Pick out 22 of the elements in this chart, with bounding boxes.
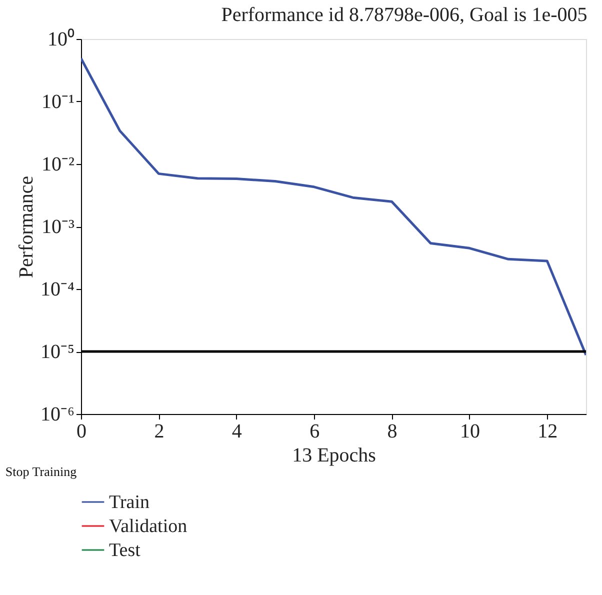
y-tick-label: 10⁻¹ [42, 91, 74, 113]
y-tick-label: 10⁻⁵ [40, 341, 74, 363]
line-series [81, 57, 586, 356]
x-tick-label: 8 [387, 420, 398, 442]
x-tick-label: 2 [154, 420, 164, 442]
x-tick-label: 12 [538, 420, 558, 442]
text: Stop Training [5, 464, 78, 479]
y-axis-title: Performance [16, 176, 38, 278]
y-tick-label: 10⁻⁶ [40, 404, 75, 426]
y-tick-label: 10⁻³ [42, 216, 74, 238]
y-tick-label: 10⁻⁴ [40, 278, 75, 300]
x-tick-label: 4 [232, 420, 242, 442]
y-tick-label: 10⁰ [48, 28, 74, 50]
y-tick-label: 10⁻² [42, 154, 74, 176]
x-tick-label: 0 [76, 420, 86, 442]
x-tick-label: 6 [310, 420, 320, 442]
legend-label: Test [109, 540, 142, 561]
chart-title: Performance id 8.78798e-006, Goal is 1e-005 [221, 4, 588, 26]
legend-label: Train [109, 492, 150, 513]
x-axis-title: 13 Epochs [292, 444, 376, 466]
x-tick-label: 10 [460, 420, 480, 442]
legend-label: Validation [109, 516, 188, 537]
